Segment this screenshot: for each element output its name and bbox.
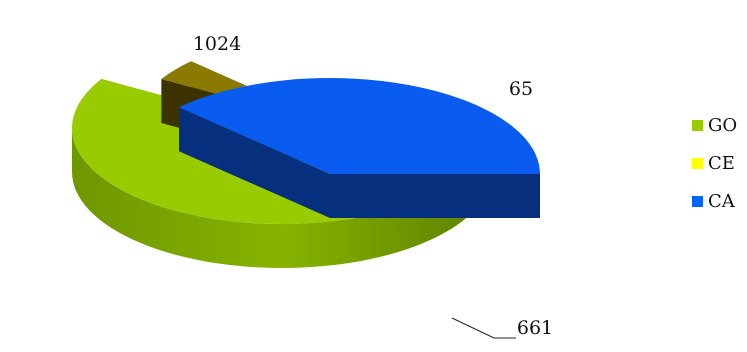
- slice-wall-ca-0: [178, 107, 330, 218]
- legend-item-go: GO: [692, 106, 737, 144]
- legend-item-ca: CA: [692, 182, 737, 220]
- data-label-go: 1024: [193, 33, 241, 55]
- slice-ca: [178, 77, 540, 218]
- legend: GO CE CA: [692, 106, 737, 220]
- slice-side-go: [72, 128, 492, 268]
- slice-wall-ca-1: [330, 174, 540, 218]
- legend-item-ce: CE: [692, 144, 737, 182]
- legend-swatch-ca: [692, 195, 703, 207]
- legend-label-go: GO: [708, 114, 738, 136]
- legend-label-ca: CA: [708, 190, 735, 212]
- data-label-ce: 65: [509, 78, 533, 100]
- legend-swatch-go: [692, 119, 703, 131]
- slice-top-ca: [178, 77, 540, 174]
- leader-line-ca: [451, 317, 516, 339]
- legend-label-ce: CE: [708, 152, 735, 174]
- data-label-ca: 661: [517, 317, 553, 339]
- legend-swatch-ce: [692, 157, 703, 169]
